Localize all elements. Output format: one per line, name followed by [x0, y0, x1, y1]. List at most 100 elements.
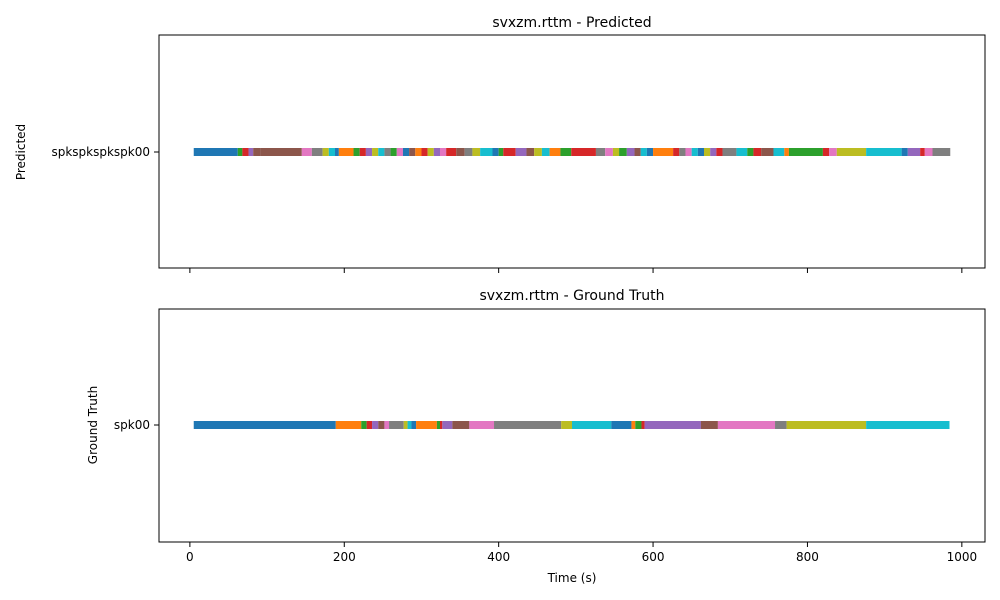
x-ticks-predicted	[189, 268, 963, 273]
segment-ground-truth-12	[436, 421, 440, 429]
segment-predicted-3	[248, 148, 254, 156]
x-tick-label-600: 600	[642, 550, 665, 564]
segment-predicted-40	[560, 148, 572, 156]
segment-predicted-6	[301, 148, 312, 156]
panel-ground-truth: svxzm.rttm - Ground Truth 0 200 400 600 800 1…	[86, 288, 986, 585]
segment-predicted-48	[640, 148, 647, 156]
segment-predicted-27	[446, 148, 457, 156]
segment-ground-truth-3	[366, 421, 373, 429]
segments-predicted	[193, 148, 951, 156]
segment-ground-truth-7	[389, 421, 404, 429]
segment-ground-truth-21	[631, 421, 636, 429]
segment-predicted-2	[242, 148, 249, 156]
segment-ground-truth-18	[561, 421, 572, 429]
x-tick-label-0: 0	[186, 550, 194, 564]
segment-predicted-0	[193, 148, 238, 156]
segment-predicted-58	[716, 148, 723, 156]
segment-predicted-68	[829, 148, 837, 156]
segment-predicted-15	[372, 148, 379, 156]
segment-predicted-66	[788, 148, 823, 156]
segment-predicted-38	[541, 148, 550, 156]
x-tick-label-800: 800	[796, 550, 819, 564]
segment-predicted-28	[456, 148, 465, 156]
segment-predicted-42	[595, 148, 606, 156]
segment-predicted-45	[619, 148, 627, 156]
segment-ground-truth-26	[717, 421, 776, 429]
segments-ground-truth	[193, 421, 950, 429]
segment-ground-truth-0	[193, 421, 336, 429]
segment-predicted-13	[359, 148, 366, 156]
segment-predicted-75	[932, 148, 951, 156]
segment-predicted-7	[311, 148, 323, 156]
segment-predicted-20	[402, 148, 410, 156]
y-axis-label-ground-truth: Ground Truth	[86, 386, 100, 464]
segment-predicted-59	[722, 148, 737, 156]
segment-ground-truth-19	[572, 421, 612, 429]
segment-predicted-11	[338, 148, 354, 156]
segment-predicted-62	[753, 148, 762, 156]
segment-ground-truth-6	[384, 421, 390, 429]
segment-ground-truth-14	[442, 421, 453, 429]
segment-predicted-4	[253, 148, 261, 156]
segment-predicted-61	[747, 148, 754, 156]
segment-predicted-35	[515, 148, 527, 156]
segment-ground-truth-4	[372, 421, 379, 429]
panel-predicted: svxzm.rttm - Predicted spkspkspkspk00 Pr…	[14, 15, 986, 273]
segment-ground-truth-15	[452, 421, 470, 429]
segment-predicted-17	[384, 148, 391, 156]
segment-predicted-30	[472, 148, 481, 156]
segment-predicted-22	[415, 148, 422, 156]
segment-ground-truth-24	[644, 421, 701, 429]
segment-predicted-56	[704, 148, 711, 156]
segment-predicted-57	[710, 148, 717, 156]
segment-predicted-52	[679, 148, 686, 156]
segment-ground-truth-13	[439, 421, 443, 429]
segment-ground-truth-9	[407, 421, 412, 429]
segment-predicted-73	[920, 148, 925, 156]
segment-predicted-70	[866, 148, 902, 156]
segment-predicted-33	[498, 148, 504, 156]
segment-predicted-41	[571, 148, 596, 156]
y-axis-label-predicted: Predicted	[14, 124, 28, 180]
segment-predicted-54	[691, 148, 698, 156]
segment-predicted-46	[626, 148, 635, 156]
segment-predicted-60	[736, 148, 748, 156]
segment-predicted-29	[464, 148, 473, 156]
segment-predicted-72	[907, 148, 921, 156]
segment-predicted-53	[685, 148, 692, 156]
segment-predicted-16	[378, 148, 385, 156]
segment-predicted-47	[634, 148, 641, 156]
segment-ground-truth-29	[866, 421, 950, 429]
segment-predicted-31	[480, 148, 493, 156]
segment-predicted-71	[901, 148, 908, 156]
segment-predicted-9	[328, 148, 336, 156]
segment-predicted-44	[612, 148, 620, 156]
segment-predicted-36	[526, 148, 535, 156]
segment-predicted-51	[673, 148, 680, 156]
segment-ground-truth-23	[641, 421, 645, 429]
segment-predicted-67	[822, 148, 830, 156]
segment-predicted-18	[390, 148, 397, 156]
segment-predicted-12	[353, 148, 360, 156]
segment-ground-truth-22	[635, 421, 642, 429]
segment-predicted-50	[653, 148, 674, 156]
segment-ground-truth-2	[361, 421, 367, 429]
y-tick-label-predicted: spkspkspkspk00	[51, 145, 150, 159]
segment-predicted-21	[409, 148, 416, 156]
segment-predicted-65	[784, 148, 789, 156]
segment-predicted-26	[439, 148, 447, 156]
chart-title-ground-truth: svxzm.rttm - Ground Truth	[479, 288, 664, 304]
segment-predicted-14	[365, 148, 373, 156]
segment-ground-truth-1	[335, 421, 362, 429]
segment-predicted-25	[433, 148, 440, 156]
chart-title-predicted: svxzm.rttm - Predicted	[492, 15, 651, 31]
segment-ground-truth-17	[494, 421, 562, 429]
x-tick-label-1000: 1000	[947, 550, 978, 564]
segment-predicted-39	[549, 148, 561, 156]
segment-ground-truth-25	[700, 421, 718, 429]
segment-ground-truth-16	[469, 421, 495, 429]
segment-predicted-69	[836, 148, 867, 156]
segment-predicted-55	[697, 148, 705, 156]
segment-ground-truth-5	[378, 421, 385, 429]
